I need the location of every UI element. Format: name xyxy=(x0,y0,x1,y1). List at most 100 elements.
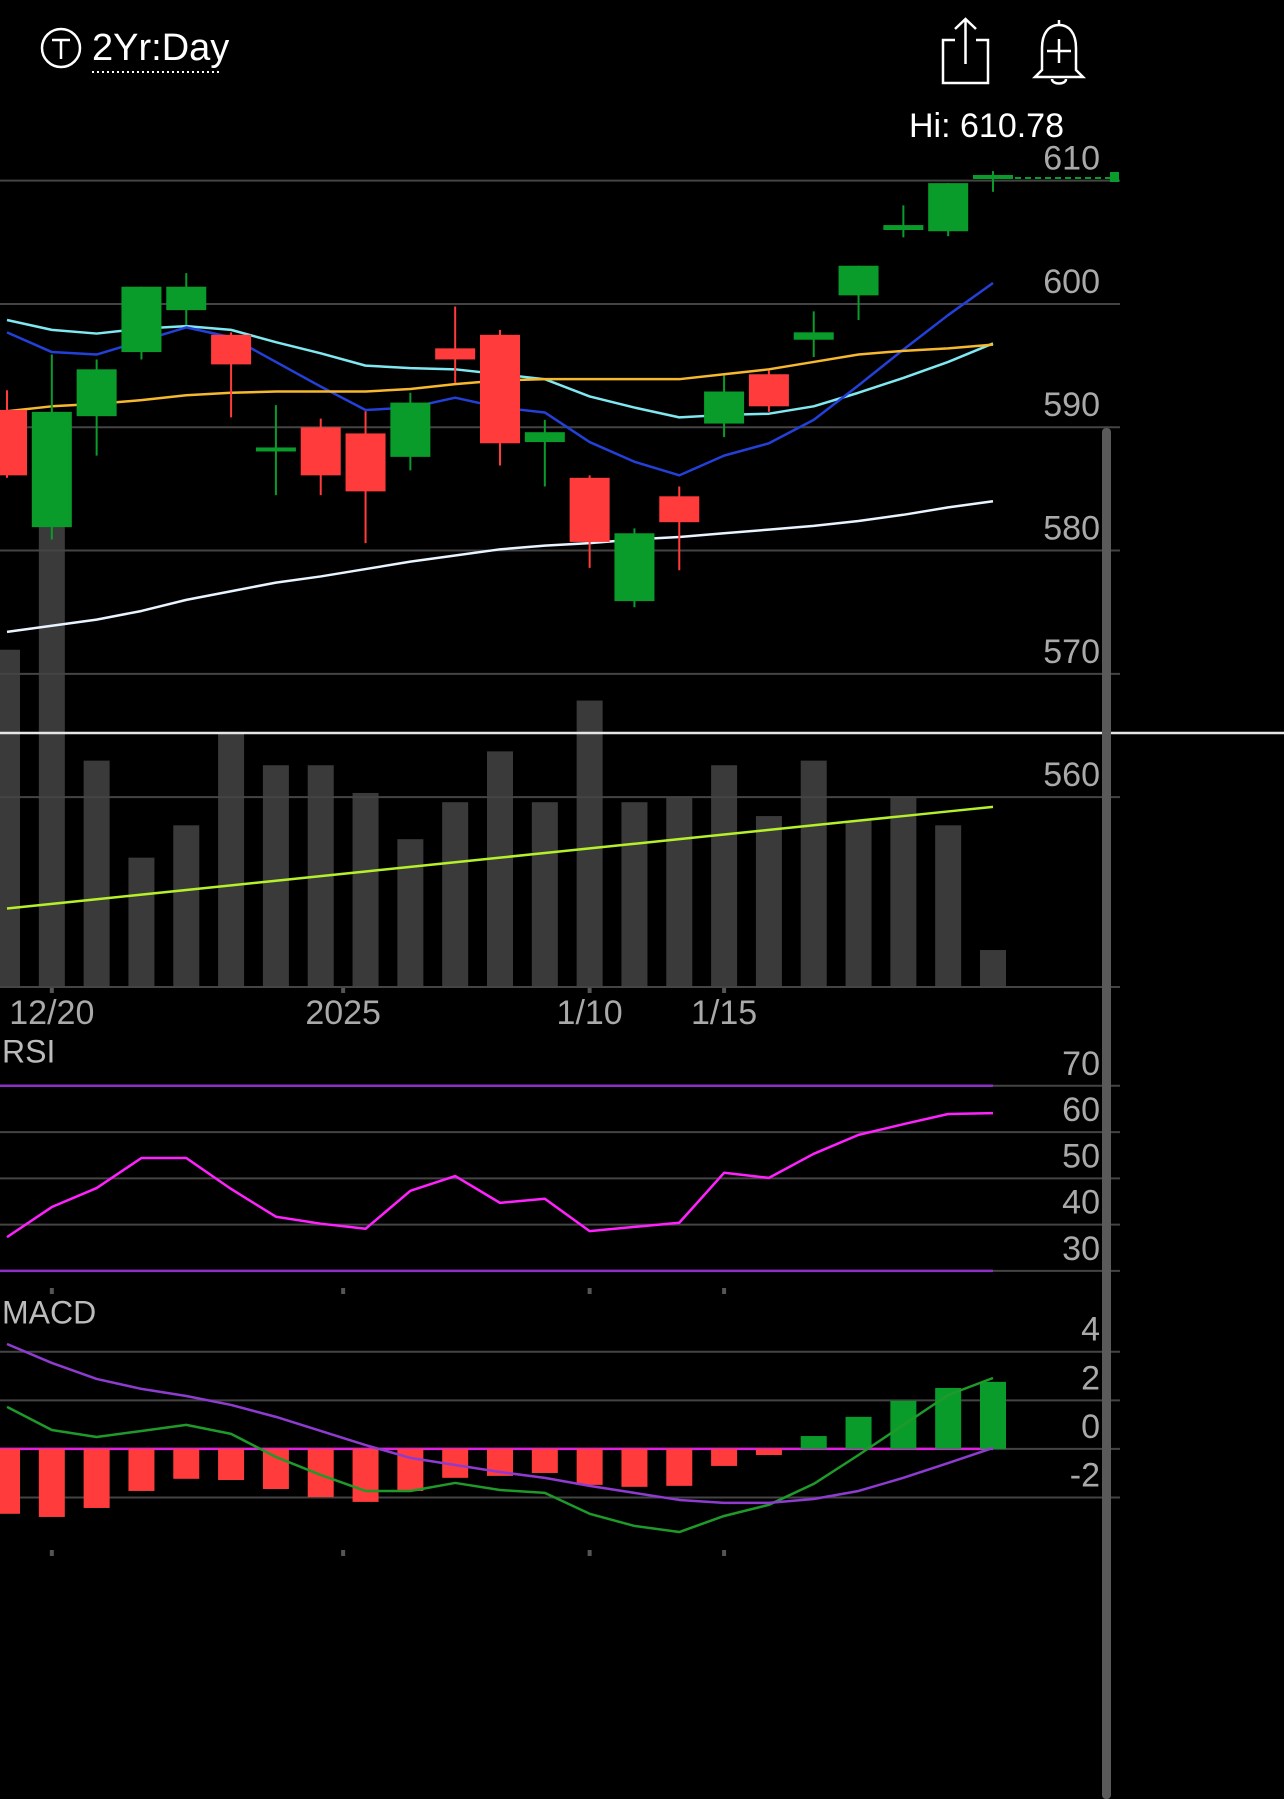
indicator-line xyxy=(6,1342,994,1505)
y-tick-label: 600 xyxy=(1043,263,1100,301)
histogram-bar xyxy=(38,1448,65,1517)
histogram-bar xyxy=(666,1448,693,1486)
histogram-bar xyxy=(980,1381,1006,1449)
volume-bar xyxy=(173,825,200,987)
y-tick-label: 590 xyxy=(1043,386,1100,424)
y-tick-label: 610 xyxy=(1043,140,1100,178)
y-tick-label: 60 xyxy=(1062,1091,1100,1129)
volume-bar xyxy=(397,839,424,987)
y-tick-label: 2 xyxy=(1081,1359,1100,1397)
volume-bar xyxy=(890,797,917,987)
range-selector[interactable]: 2Yr:Day xyxy=(40,27,229,73)
candle-body xyxy=(524,432,565,443)
volume-bar xyxy=(845,820,872,987)
volume-bar xyxy=(576,700,603,987)
y-tick-label: 4 xyxy=(1081,1311,1100,1349)
volume-bar xyxy=(352,792,379,987)
candle-body xyxy=(748,374,789,407)
macd-title: MACD xyxy=(2,1294,96,1330)
candle-body xyxy=(480,334,520,444)
candle-body xyxy=(0,410,27,476)
histogram-bar xyxy=(621,1448,648,1487)
chart-title[interactable]: 2Yr:Day xyxy=(92,27,229,69)
histogram-bar xyxy=(800,1436,827,1449)
candle-body xyxy=(838,265,879,296)
candle-body xyxy=(255,447,296,452)
histogram-bar xyxy=(845,1416,872,1449)
y-tick-label: 30 xyxy=(1062,1230,1100,1268)
bell-plus xyxy=(1047,39,1071,63)
bell-icon xyxy=(1031,20,1087,85)
volume-bar xyxy=(755,816,782,987)
candle-body xyxy=(345,433,386,492)
rsi-title: RSI xyxy=(2,1033,55,1069)
candle-body xyxy=(211,334,252,365)
candle-body xyxy=(390,402,431,457)
histogram-bar xyxy=(218,1448,245,1481)
y-tick-label: 70 xyxy=(1062,1045,1100,1083)
histogram-bar xyxy=(83,1448,110,1508)
candle-body xyxy=(166,286,207,311)
moving-average-line xyxy=(6,500,994,634)
y-tick-label: 0 xyxy=(1081,1408,1100,1446)
volume-bar xyxy=(621,802,648,987)
x-tick-label: 12/20 xyxy=(9,994,94,1032)
candle-body xyxy=(704,391,745,424)
alert-button[interactable] xyxy=(1031,20,1087,85)
histogram-bar xyxy=(711,1448,738,1466)
scrollbar[interactable] xyxy=(1102,428,1111,1799)
volume-bar xyxy=(218,732,245,987)
histogram-bar xyxy=(755,1448,782,1456)
volume-bar xyxy=(128,857,155,987)
x-tick-label: 2025 xyxy=(305,994,381,1032)
range-icon xyxy=(40,27,82,69)
high-annotation: Hi: 610.78 xyxy=(909,107,1064,145)
volume-bar xyxy=(0,649,20,987)
x-tick-label: 1/10 xyxy=(557,994,623,1032)
y-tick-label: 40 xyxy=(1062,1184,1100,1222)
volume-bar xyxy=(83,760,110,987)
candle-body xyxy=(614,533,655,602)
indicator-line xyxy=(6,1376,994,1534)
candle-body xyxy=(928,183,969,232)
y-tick-label: -2 xyxy=(1070,1457,1100,1495)
volume-bar xyxy=(38,525,65,987)
histogram-bar xyxy=(935,1387,962,1449)
candle-body xyxy=(76,369,117,417)
histogram-bar xyxy=(531,1448,558,1473)
volume-average-line xyxy=(6,805,994,910)
histogram-bar xyxy=(307,1448,334,1498)
candle-body xyxy=(793,332,834,340)
histogram-bar xyxy=(0,1448,20,1514)
volume-bar xyxy=(666,797,693,987)
volume-bar xyxy=(442,802,469,987)
candle-body xyxy=(31,411,72,528)
volume-bar xyxy=(935,825,962,987)
y-tick-label: 560 xyxy=(1043,756,1100,794)
candle-body xyxy=(121,286,162,353)
x-tick-label: 1/15 xyxy=(691,994,757,1032)
volume-bar xyxy=(487,751,513,987)
volume-bar xyxy=(980,950,1006,987)
candle-body xyxy=(659,496,700,523)
share-button[interactable] xyxy=(941,17,990,85)
candle-body xyxy=(300,427,341,476)
histogram-bar xyxy=(262,1448,289,1490)
last-price-marker xyxy=(1110,172,1119,182)
volume-bar xyxy=(262,765,289,987)
histogram-bar xyxy=(173,1448,200,1479)
histogram-bar xyxy=(576,1448,603,1485)
y-tick-label: 50 xyxy=(1062,1137,1100,1175)
candle-body xyxy=(883,225,924,231)
histogram-bar xyxy=(352,1448,379,1502)
candle-body xyxy=(973,174,1013,179)
volume-bar xyxy=(800,760,827,987)
candle-body xyxy=(435,348,476,360)
candle-body xyxy=(569,477,610,542)
range-icon-glyph xyxy=(52,38,70,59)
volume-bar xyxy=(531,802,558,987)
y-tick-label: 570 xyxy=(1043,633,1100,671)
